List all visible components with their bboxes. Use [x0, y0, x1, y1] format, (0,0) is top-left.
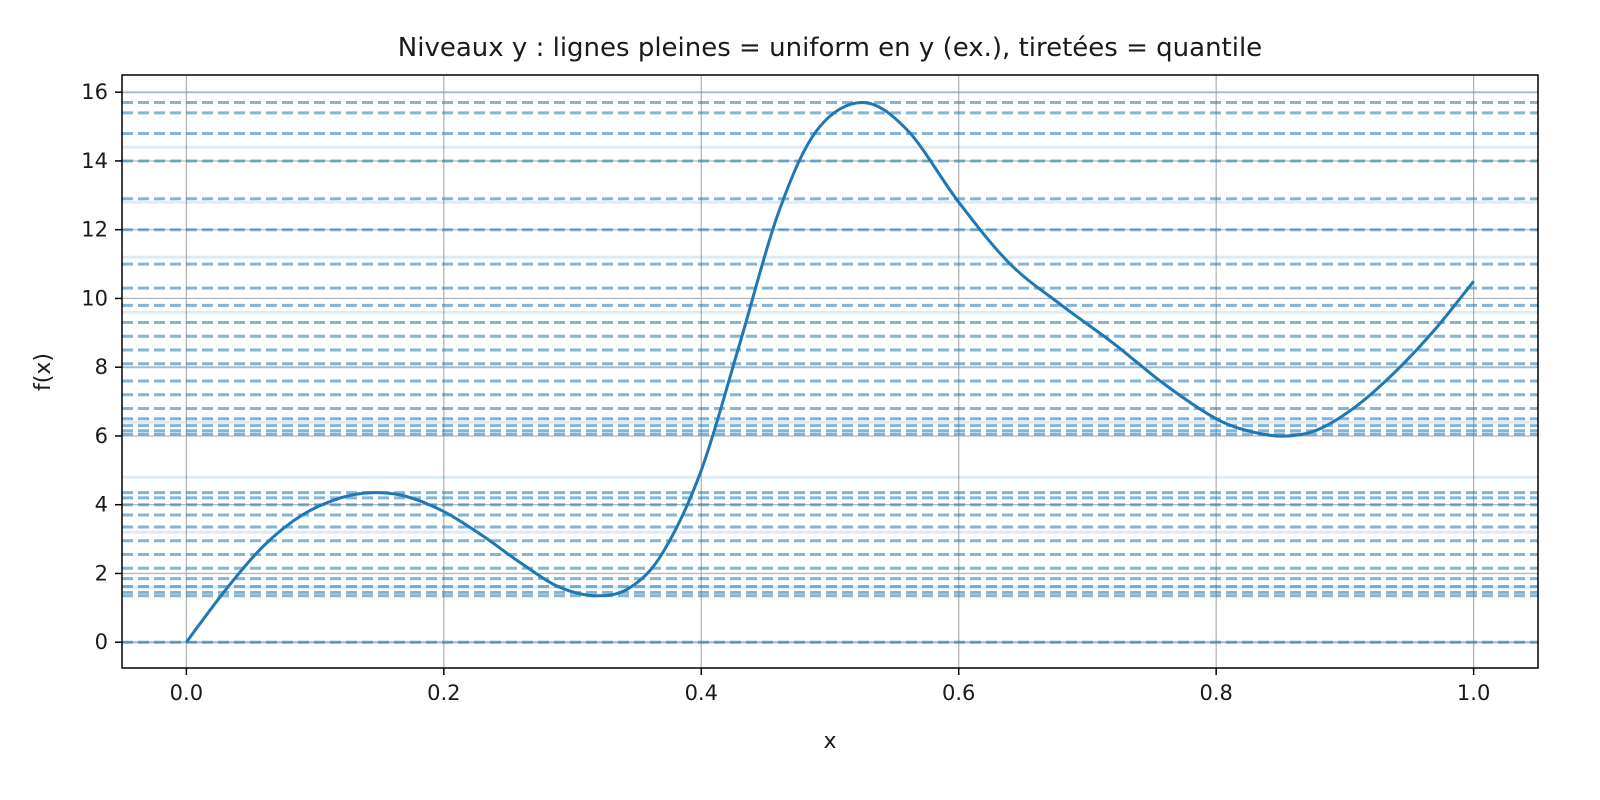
y-tick-label: 12	[81, 218, 108, 242]
axes-frame	[121, 74, 1539, 669]
x-tick-label: 0.0	[170, 681, 203, 705]
x-tick-label: 1.0	[1457, 681, 1490, 705]
plot-area: 0.0 0.2 0.4 0.6 0.8 1.0 0 2 4 6 8 10 12 14 16	[81, 74, 1539, 705]
x-tick-label: 0.6	[942, 681, 975, 705]
y-tick-label: 4	[95, 493, 108, 517]
y-axis-label: f(x)	[31, 353, 56, 391]
x-tick-label: 0.4	[685, 681, 718, 705]
y-tick-label: 16	[81, 80, 108, 104]
y-tick-label: 2	[95, 561, 108, 585]
x-axis-label: x	[823, 729, 836, 754]
y-tick-label: 8	[95, 355, 108, 379]
chart-title: Niveaux y : lignes pleines = uniform en …	[398, 33, 1262, 63]
series-line	[185, 101, 1475, 644]
x-tick-label: 0.8	[1199, 681, 1232, 705]
y-tick-label: 14	[81, 149, 108, 173]
y-tick-label: 0	[95, 630, 108, 654]
x-tick-label: 0.2	[427, 681, 460, 705]
y-tick-label: 6	[95, 424, 108, 448]
y-tick-label: 10	[81, 286, 108, 310]
